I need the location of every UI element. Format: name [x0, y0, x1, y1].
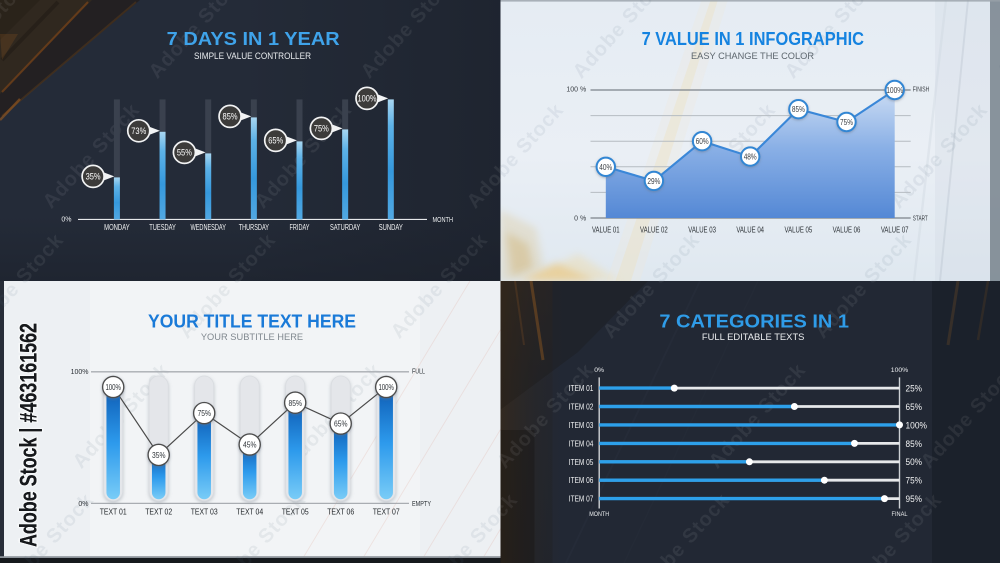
svg-text:FINISH: FINISH [913, 87, 930, 94]
svg-text:29%: 29% [647, 176, 660, 186]
svg-text:MONTH: MONTH [589, 511, 609, 518]
svg-text:TEXT 05: TEXT 05 [282, 507, 309, 517]
svg-text:VALUE 05: VALUE 05 [785, 225, 813, 235]
svg-text:EASY CHANGE THE COLOR: EASY CHANGE THE COLOR [691, 51, 814, 61]
svg-text:85%: 85% [223, 112, 238, 123]
svg-text:SUNDAY: SUNDAY [379, 222, 403, 232]
svg-text:7 VALUE IN 1 INFOGRAPHIC: 7 VALUE IN 1 INFOGRAPHIC [642, 28, 864, 49]
svg-text:TEXT 07: TEXT 07 [373, 507, 400, 517]
svg-text:ITEM 02: ITEM 02 [569, 402, 594, 412]
svg-text:35%: 35% [152, 450, 166, 460]
svg-text:75%: 75% [840, 117, 853, 127]
svg-text:TEXT 01: TEXT 01 [100, 507, 127, 517]
svg-text:VALUE 02: VALUE 02 [640, 225, 668, 235]
svg-text:50%: 50% [906, 457, 923, 468]
svg-text:95%: 95% [906, 494, 923, 505]
svg-text:ITEM 05: ITEM 05 [569, 457, 594, 467]
svg-text:FINAL: FINAL [892, 511, 908, 518]
svg-text:Adobe Stock | #463161562: Adobe Stock | #463161562 [16, 323, 43, 547]
svg-text:60%: 60% [696, 136, 709, 146]
svg-text:7 DAYS IN 1 YEAR: 7 DAYS IN 1 YEAR [167, 28, 341, 49]
svg-text:73%: 73% [131, 126, 146, 137]
svg-text:85%: 85% [906, 439, 923, 450]
svg-text:85%: 85% [792, 104, 805, 114]
svg-text:25%: 25% [906, 384, 923, 395]
svg-text:0 %: 0 % [574, 216, 586, 223]
svg-text:7 CATEGORIES IN 1: 7 CATEGORIES IN 1 [659, 310, 849, 331]
svg-text:FRIDAY: FRIDAY [290, 222, 310, 232]
svg-text:EMPTY: EMPTY [412, 501, 431, 508]
svg-text:TEXT 04: TEXT 04 [236, 507, 263, 517]
svg-text:ITEM 03: ITEM 03 [569, 420, 594, 430]
svg-text:35%: 35% [86, 172, 101, 183]
svg-text:START: START [913, 216, 928, 223]
svg-text:YOUR TITLE TEXT HERE: YOUR TITLE TEXT HERE [148, 310, 356, 331]
svg-text:100%: 100% [358, 94, 377, 105]
svg-text:MONDAY: MONDAY [104, 222, 130, 232]
svg-text:ITEM 07: ITEM 07 [569, 494, 594, 504]
svg-text:ITEM 04: ITEM 04 [569, 438, 594, 448]
svg-text:SIMPLE VALUE CONTROLLER: SIMPLE VALUE CONTROLLER [194, 51, 311, 61]
svg-text:100 %: 100 % [566, 87, 586, 94]
svg-text:48%: 48% [744, 152, 757, 162]
svg-text:100%: 100% [378, 382, 394, 392]
svg-text:65%: 65% [334, 419, 348, 429]
svg-text:75%: 75% [197, 408, 211, 418]
svg-text:VALUE 03: VALUE 03 [688, 225, 716, 235]
svg-text:0%: 0% [594, 367, 604, 374]
svg-text:VALUE 04: VALUE 04 [736, 225, 764, 235]
svg-text:TEXT 02: TEXT 02 [145, 507, 172, 517]
svg-text:100%: 100% [71, 369, 89, 376]
svg-text:FULL: FULL [412, 369, 425, 376]
svg-text:VALUE 01: VALUE 01 [592, 225, 620, 235]
svg-text:0%: 0% [78, 501, 88, 508]
svg-text:65%: 65% [268, 136, 283, 147]
svg-text:100%: 100% [906, 420, 928, 431]
svg-text:Adobe Stock | #463161562: Adobe Stock | #463161562 [16, 323, 43, 547]
svg-text:45%: 45% [243, 440, 257, 450]
svg-text:VALUE 07: VALUE 07 [881, 225, 909, 235]
svg-text:100%: 100% [105, 382, 121, 392]
svg-text:40%: 40% [599, 162, 612, 172]
svg-text:75%: 75% [314, 124, 329, 135]
svg-text:TUESDAY: TUESDAY [149, 222, 176, 232]
svg-text:75%: 75% [906, 476, 923, 487]
svg-text:0%: 0% [61, 217, 71, 224]
svg-text:THURSDAY: THURSDAY [239, 222, 269, 232]
svg-text:WEDNESDAY: WEDNESDAY [190, 222, 226, 232]
svg-text:SATURDAY: SATURDAY [330, 222, 361, 232]
svg-text:100%: 100% [886, 85, 903, 95]
svg-text:TEXT 06: TEXT 06 [327, 507, 354, 517]
svg-text:100%: 100% [891, 367, 908, 374]
svg-text:65%: 65% [906, 402, 923, 413]
svg-text:FULL EDITABLE TEXTS: FULL EDITABLE TEXTS [702, 332, 805, 342]
svg-text:TEXT 03: TEXT 03 [191, 507, 218, 517]
svg-text:VALUE 06: VALUE 06 [833, 225, 861, 235]
svg-text:85%: 85% [288, 398, 302, 408]
svg-text:ITEM 06: ITEM 06 [569, 475, 594, 485]
svg-text:55%: 55% [177, 148, 192, 159]
svg-text:YOUR SUBTITLE HERE: YOUR SUBTITLE HERE [201, 332, 303, 342]
svg-text:MONTH: MONTH [433, 217, 454, 224]
svg-text:ITEM 01: ITEM 01 [569, 383, 594, 393]
